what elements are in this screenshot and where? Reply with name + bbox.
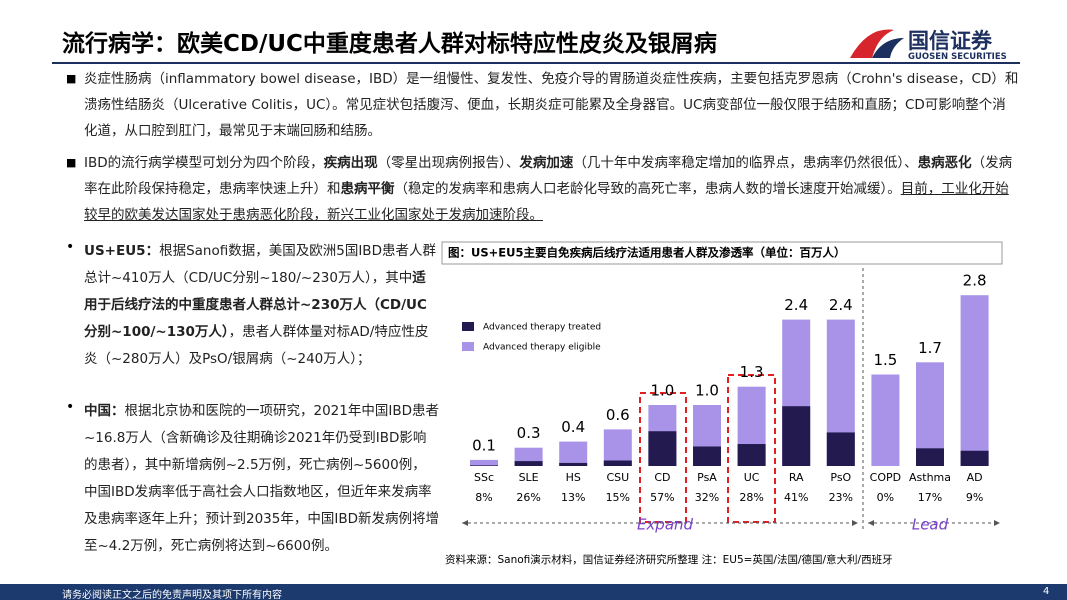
legend-label: Advanced therapy treated xyxy=(483,323,601,333)
bar xyxy=(470,459,498,466)
text-run: （零星出现病例报告）、 xyxy=(377,155,520,171)
page-number: 4 xyxy=(1043,586,1050,597)
bar xyxy=(916,448,944,466)
penetration-label: 32% xyxy=(695,491,719,504)
text-run: 发病加速 xyxy=(519,155,574,171)
text-run: （稳定的发病率和患病人口老龄化导致的高死亡率，患病人数的增长速度开始减缓）。 xyxy=(394,181,901,197)
data-label: 1.0 xyxy=(650,382,674,400)
bullet: ■ xyxy=(66,156,77,169)
title: 流行病学：欧美CD/UC中重度患者人群对标特应性皮炎及银屑病 xyxy=(62,31,717,57)
penetration-label: 13% xyxy=(561,491,585,504)
penetration-label: 26% xyxy=(516,491,540,504)
text-run: （几十年中发病率稳定增加的临界点，患病率仍然很低）、 xyxy=(573,155,918,171)
text-run: US+EU5： xyxy=(84,243,160,259)
highlight-box xyxy=(727,374,776,523)
bar xyxy=(559,462,588,466)
penetration-label: 0% xyxy=(877,491,894,504)
annotation: Lead xyxy=(912,516,949,534)
bar xyxy=(871,374,900,466)
header-rule xyxy=(52,62,1020,64)
x-tick-label: HS xyxy=(566,471,581,484)
bar xyxy=(648,431,677,466)
chart-title-box xyxy=(441,241,1003,265)
penetration-label: 23% xyxy=(829,491,853,504)
bullet: • xyxy=(66,399,75,415)
data-label: 0.1 xyxy=(472,436,496,454)
penetration-label: 57% xyxy=(650,491,674,504)
text-run: 患病恶化 xyxy=(917,155,972,171)
x-tick-label: Asthma xyxy=(909,471,951,484)
text-run: 目前，工业化开始较早的欧美发达国家处于患病恶化阶段，新兴工业化国家处于发病加速阶… xyxy=(84,181,1009,223)
data-label: 1.5 xyxy=(873,351,897,369)
penetration-label: 9% xyxy=(966,491,983,504)
legend-label: Advanced therapy eligible xyxy=(483,343,601,353)
x-tick-label: PsA xyxy=(697,471,717,484)
text-run: （发病率在此阶段保持稳定，患病率快速上升）和 xyxy=(84,155,1013,197)
chart: 图：US+EU5主要自免疾病后线疗法适用患者人群及渗透率（单位：百万人） Exp… xyxy=(441,241,1003,566)
bullet: • xyxy=(66,239,75,255)
penetration-label: 41% xyxy=(784,491,808,504)
data-label: 2.4 xyxy=(829,296,853,314)
penetration-label: 8% xyxy=(475,491,492,504)
text-run: 炎症性肠病（inflammatory bowel disease，IBD）是一组… xyxy=(84,71,1019,139)
bar xyxy=(514,461,543,466)
text-run: 适用于后线疗法的中重度患者人群总计~230万人（CD/UC分别~100/~130… xyxy=(84,270,427,340)
text-run: IBD的流行病学模型可划分为四个阶段， xyxy=(84,155,324,171)
penetration-label: 17% xyxy=(918,491,942,504)
text-run: 疾病出现 xyxy=(323,155,378,171)
bar xyxy=(693,446,721,466)
footer-bar xyxy=(0,584,1067,600)
data-label: 1.3 xyxy=(740,363,764,381)
bar xyxy=(960,450,989,466)
logo-cn: 国信证券 xyxy=(908,29,992,53)
paragraph: 中国：根据北京协和医院的一项研究，2021年中国IBD患者~16.8万人（含新确… xyxy=(84,398,439,560)
text-run: 根据北京协和医院的一项研究，2021年中国IBD患者~16.8万人（含新确诊及往… xyxy=(84,403,439,554)
x-tick-label: SSc xyxy=(474,471,494,484)
text-run: 中国： xyxy=(84,403,125,419)
bullet: ■ xyxy=(66,72,77,85)
annotation: Expand xyxy=(637,516,694,534)
data-label: 1.0 xyxy=(695,382,719,400)
bar xyxy=(826,432,855,466)
bar xyxy=(960,295,989,466)
bar xyxy=(737,444,766,466)
x-tick-label: CSU xyxy=(606,471,629,484)
paragraph: US+EU5：根据Sanofi数据，美国及欧洲5国IBD患者人群总计~410万人… xyxy=(84,238,439,373)
footer-text: 请务必阅读正文之后的免责声明及其项下所有内容 xyxy=(62,590,282,600)
legend-swatch xyxy=(462,322,474,331)
bar xyxy=(603,460,632,466)
data-label: 1.7 xyxy=(918,339,942,357)
text-run: ，患者人群体量对标AD/特应性皮炎（~280万人）及PsO/银屑病（~240万人… xyxy=(84,324,429,367)
text-run: 患病平衡 xyxy=(340,181,395,197)
data-label: 2.4 xyxy=(784,296,808,314)
x-tick-label: SLE xyxy=(519,471,539,484)
logo-mark xyxy=(850,29,904,58)
data-label: 0.3 xyxy=(517,424,541,442)
penetration-label: 28% xyxy=(739,491,763,504)
legend-swatch xyxy=(462,342,474,351)
text-run: 根据Sanofi数据，美国及欧洲5国IBD患者人群总计~410万人（CD/UC分… xyxy=(84,243,436,286)
penetration-label: 15% xyxy=(606,491,630,504)
logo-en: GUOSEN SECURITIES xyxy=(908,52,1007,62)
data-label: 0.6 xyxy=(606,406,630,424)
source: 资料来源：Sanofi演示材料，国信证券经济研究所整理 注：EU5=英国/法国/… xyxy=(445,553,893,566)
paragraph: 炎症性肠病（inflammatory bowel disease，IBD）是一组… xyxy=(84,66,1019,144)
x-tick-label: RA xyxy=(789,471,804,484)
x-tick-label: UC xyxy=(744,471,760,484)
bar xyxy=(603,429,632,466)
bar xyxy=(559,441,588,466)
paragraph: IBD的流行病学模型可划分为四个阶段，疾病出现（零星出现病例报告）、发病加速（几… xyxy=(84,150,1019,228)
chart-title: 图：US+EU5主要自免疾病后线疗法适用患者人群及渗透率（单位：百万人） xyxy=(448,246,845,260)
x-tick-label: COPD xyxy=(870,471,901,484)
x-tick-label: PsO xyxy=(830,471,851,484)
data-label: 0.4 xyxy=(561,418,585,436)
data-label: 2.8 xyxy=(963,272,987,290)
highlight-box xyxy=(639,392,687,523)
x-tick-label: CD xyxy=(654,471,670,484)
bar xyxy=(470,465,498,466)
bar xyxy=(782,406,811,466)
x-tick-label: AD xyxy=(967,471,983,484)
